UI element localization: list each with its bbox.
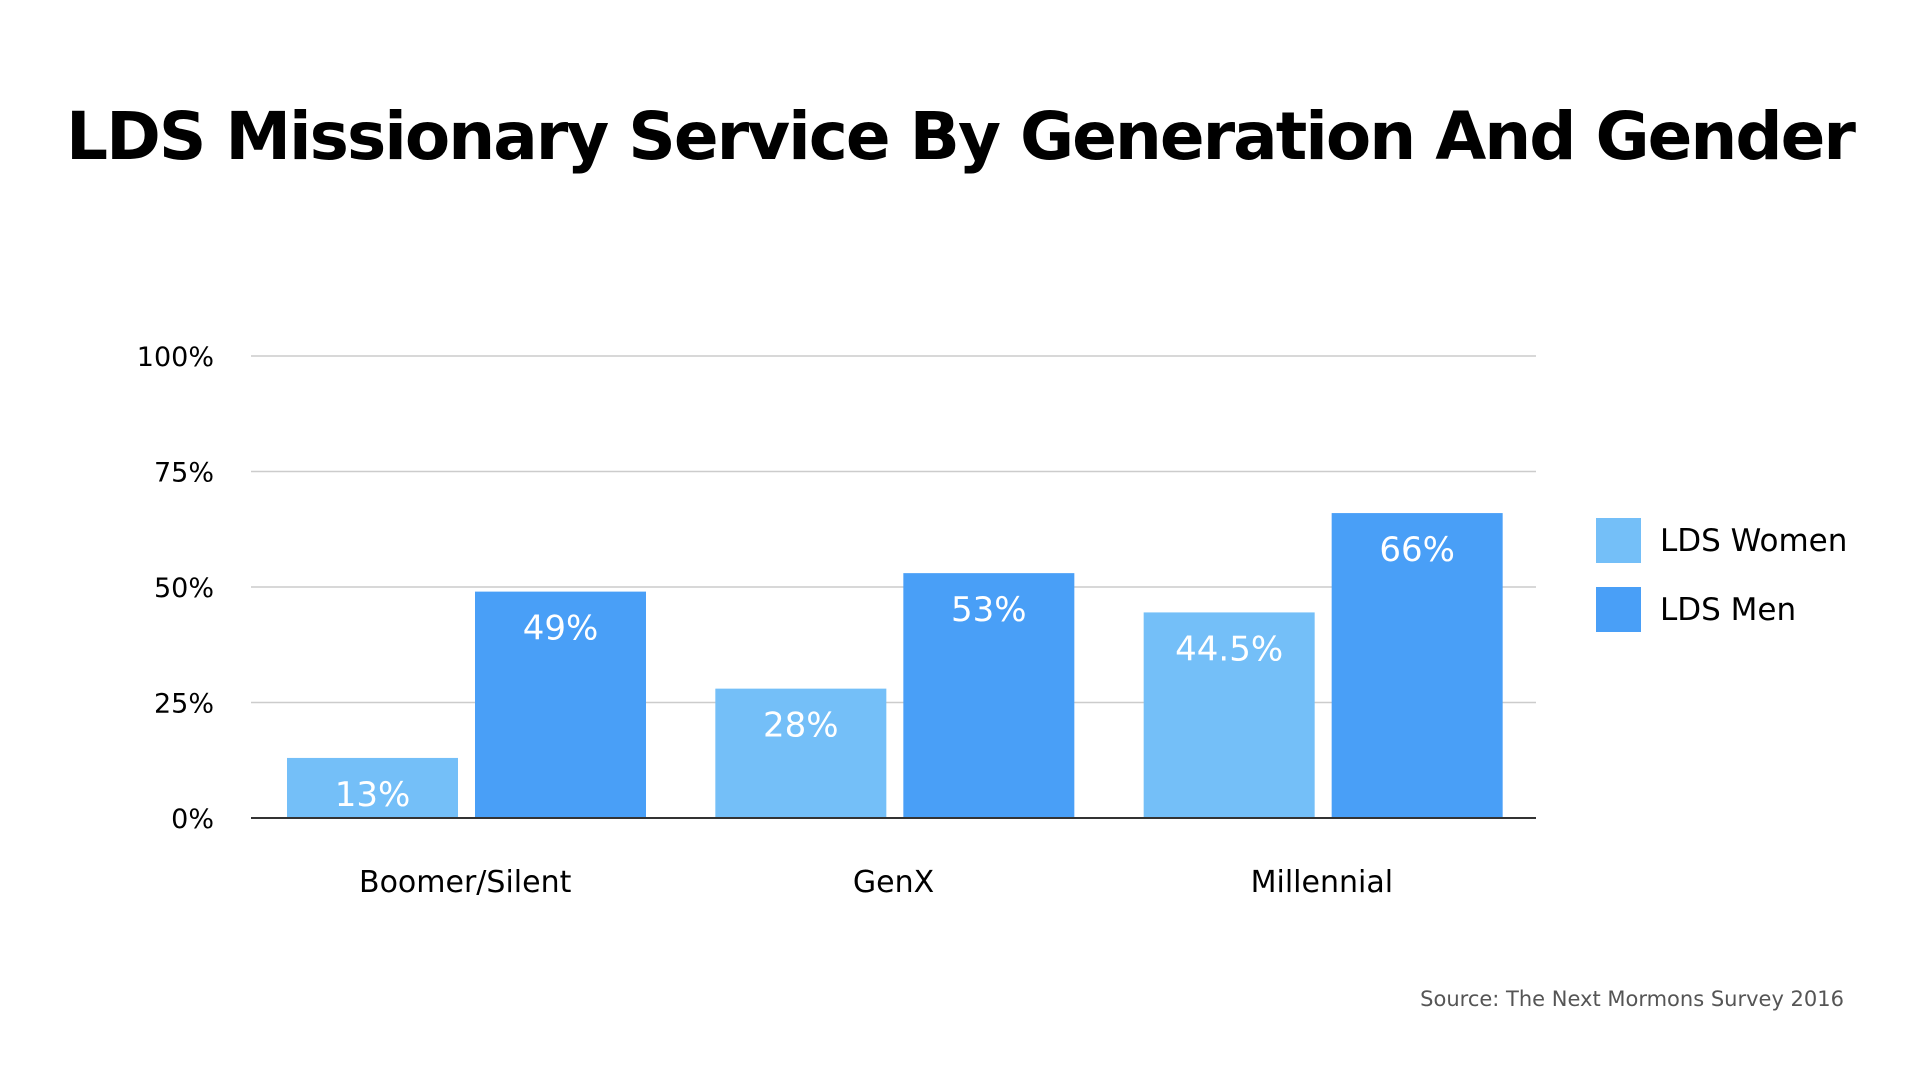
y-tick-label: 75% <box>154 458 214 489</box>
y-tick-label: 25% <box>154 689 214 720</box>
x-category-label: GenX <box>853 865 934 900</box>
y-tick-label: 100% <box>137 342 214 373</box>
x-axis-categories: Boomer/Silent GenX Millennial <box>359 865 1393 900</box>
data-label: 13% <box>335 775 411 815</box>
bar-lds-women-boomer-silent <box>287 757 458 818</box>
source-note: Source: The Next Mormons Survey 2016 <box>1420 987 1844 1011</box>
bar-lds-women-millennial <box>1143 612 1315 818</box>
legend-swatch <box>1596 518 1641 563</box>
bar-lds-men-boomer-silent <box>475 591 646 818</box>
x-category-label: Boomer/Silent <box>359 865 572 900</box>
bars: 13% 49% 28% 53% 44.5% 66% <box>287 513 1503 818</box>
gridlines <box>251 355 1536 704</box>
legend-swatch <box>1596 587 1641 632</box>
y-axis-ticks: 0% 25% 50% 75% 100% <box>137 342 214 835</box>
legend: LDS Women LDS Men <box>1596 518 1847 632</box>
x-category-label: Millennial <box>1251 865 1393 900</box>
data-label: 53% <box>951 590 1027 630</box>
data-label: 49% <box>523 609 599 649</box>
data-label: 28% <box>763 706 839 746</box>
legend-label: LDS Men <box>1660 592 1796 628</box>
bar-lds-women-genx <box>715 688 887 818</box>
data-label: 66% <box>1379 530 1455 570</box>
y-tick-label: 50% <box>154 573 214 604</box>
bar-lds-men-millennial <box>1331 513 1503 818</box>
bar-lds-men-genx <box>903 573 1075 818</box>
y-tick-label: 0% <box>171 804 214 835</box>
data-label: 44.5% <box>1175 629 1283 669</box>
chart-title: LDS Missionary Service By Generation And… <box>66 98 1856 175</box>
legend-label: LDS Women <box>1660 523 1847 559</box>
